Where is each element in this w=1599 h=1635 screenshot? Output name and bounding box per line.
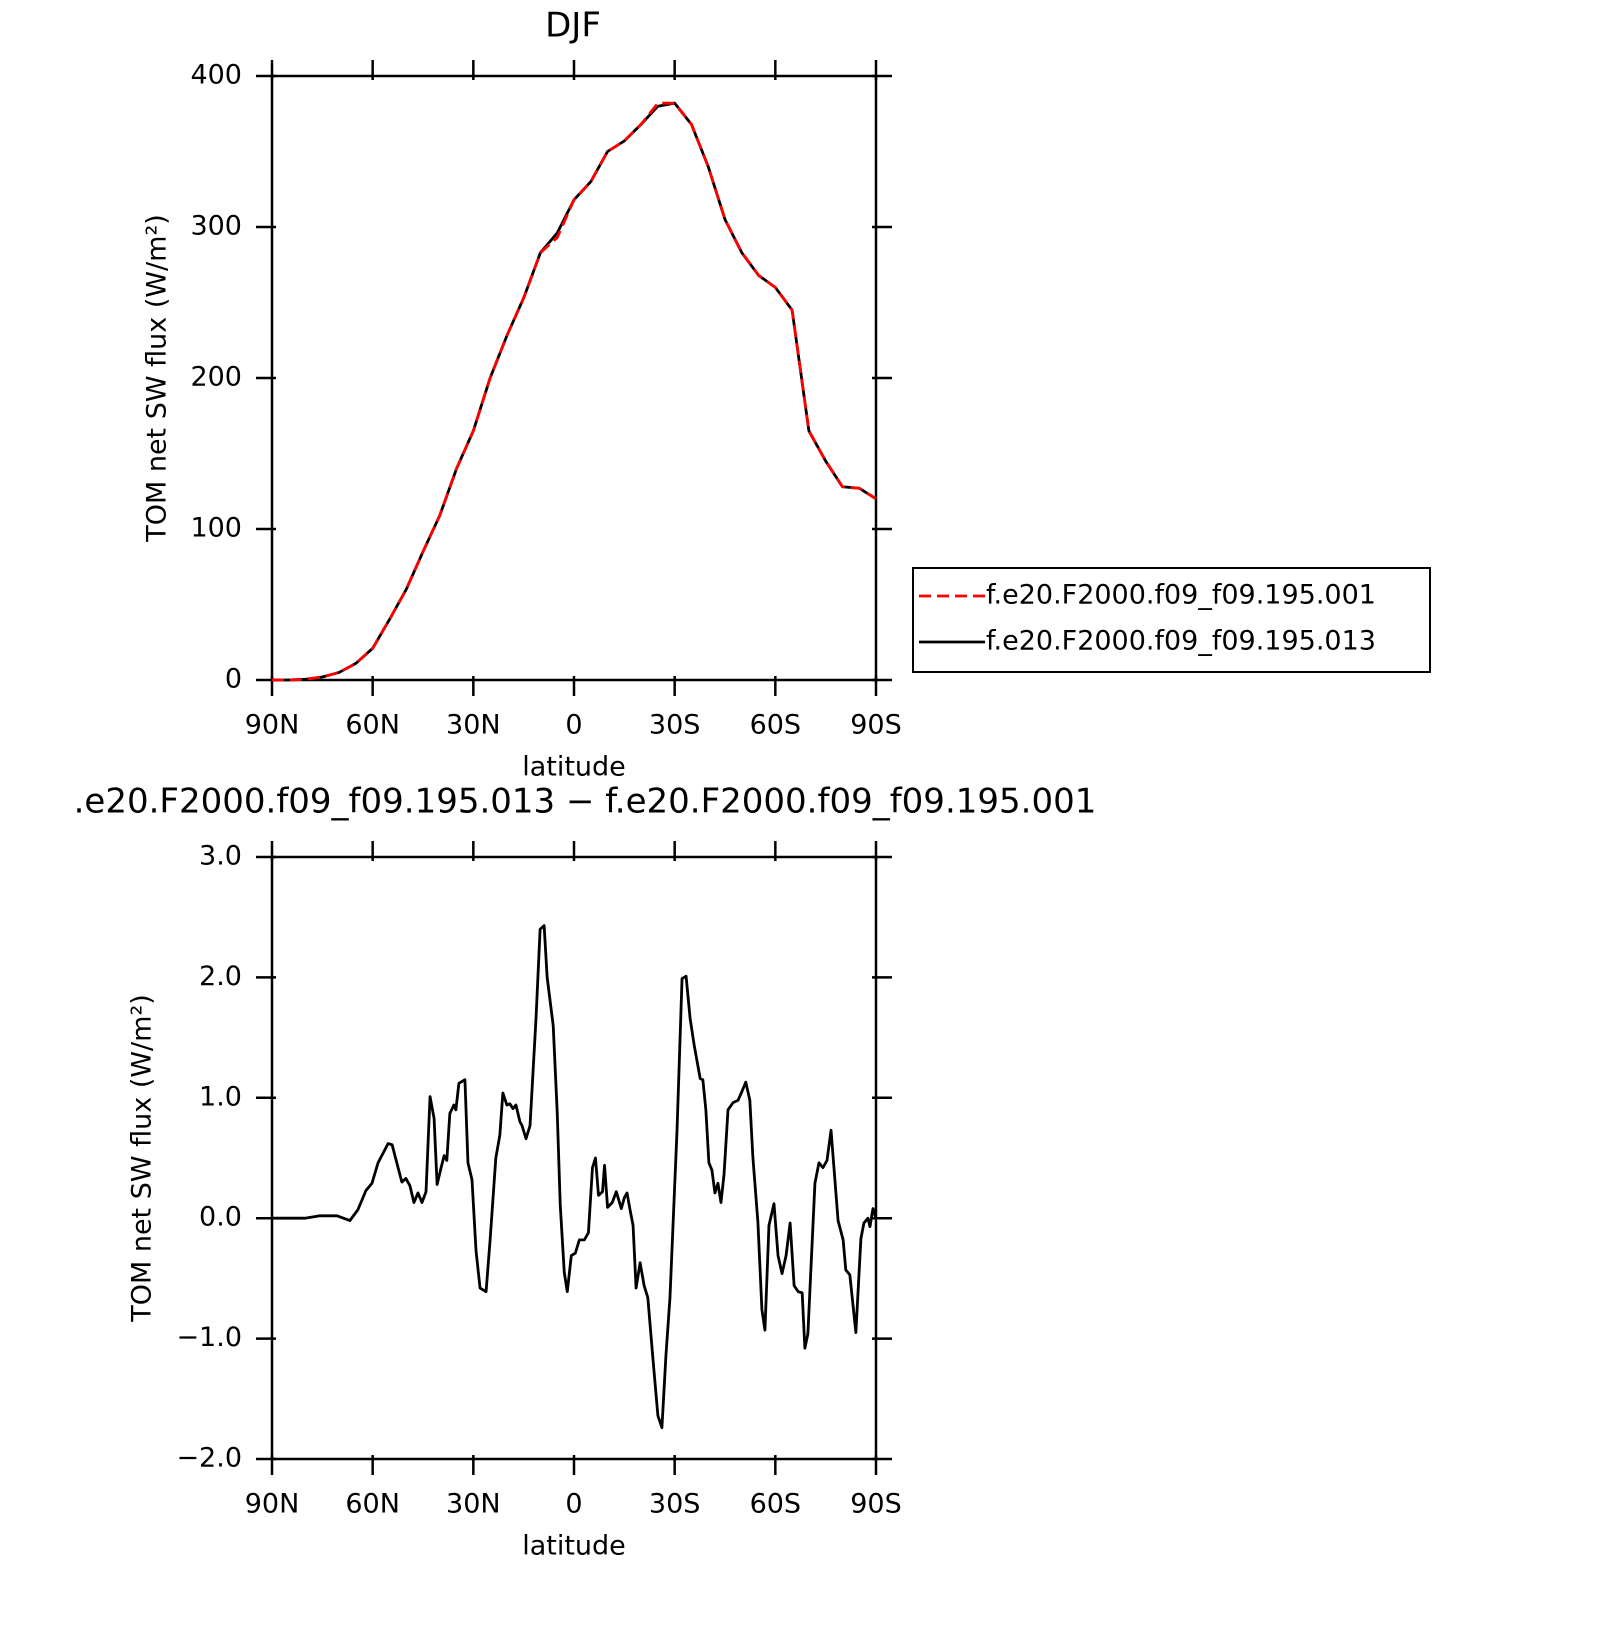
x-tick-label: 60N	[345, 710, 400, 741]
y-axis-label: TOM net SW flux (W/m²)	[127, 994, 158, 1323]
x-tick-label: 30S	[649, 1489, 701, 1520]
chart-title: .e20.F2000.f09_f09.195.013 − f.e20.F2000…	[74, 782, 1097, 822]
legend-label: f.e20.F2000.f09_f09.195.013	[986, 626, 1376, 657]
x-tick-label: 90S	[850, 710, 902, 741]
legend-box	[912, 567, 1431, 673]
y-tick-label: 0.0	[199, 1202, 242, 1233]
x-tick-label: 30N	[446, 710, 501, 741]
chart-title: DJF	[545, 6, 601, 46]
series-line	[272, 101, 877, 682]
x-tick-label: 30S	[649, 710, 701, 741]
x-tick-label: 0	[565, 1489, 582, 1520]
x-tick-label: 90N	[245, 1489, 300, 1520]
y-tick-label: −2.0	[176, 1443, 242, 1474]
plot-frame	[270, 74, 878, 682]
x-tick-label: 60N	[345, 1489, 400, 1520]
x-axis-label: latitude	[522, 752, 626, 783]
y-tick-label: −1.0	[176, 1322, 242, 1353]
y-tick-label: 3.0	[199, 841, 242, 872]
x-tick-label: 90N	[245, 710, 300, 741]
y-tick-label: 1.0	[199, 1081, 242, 1112]
y-tick-label: 2.0	[199, 961, 242, 992]
y-axis-label: TOM net SW flux (W/m²)	[142, 214, 173, 543]
x-tick-label: 0	[565, 710, 582, 741]
series-line	[272, 101, 877, 682]
x-tick-label: 60S	[750, 710, 802, 741]
x-tick-label: 30N	[446, 1489, 501, 1520]
plot-frame	[270, 855, 878, 1461]
x-tick-label: 60S	[750, 1489, 802, 1520]
y-tick-label: 0	[225, 664, 242, 695]
series-line	[272, 924, 878, 1430]
y-tick-label: 100	[190, 513, 242, 544]
y-tick-label: 400	[190, 60, 242, 91]
y-tick-label: 300	[190, 211, 242, 242]
legend-label: f.e20.F2000.f09_f09.195.001	[986, 580, 1376, 611]
y-tick-label: 200	[190, 362, 242, 393]
x-tick-label: 90S	[850, 1489, 902, 1520]
x-axis-label: latitude	[522, 1531, 626, 1562]
